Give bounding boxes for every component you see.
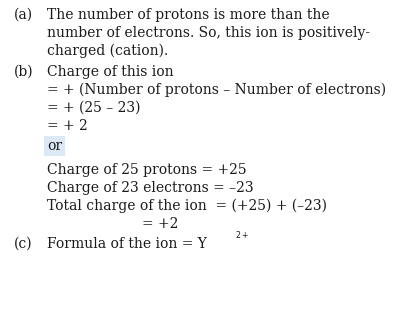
Text: or: or [47,139,62,153]
Text: $^{2+}$: $^{2+}$ [235,231,249,241]
Text: Charge of 25 protons = +25: Charge of 25 protons = +25 [47,163,247,177]
Text: = + (25 – 23): = + (25 – 23) [47,101,141,115]
Text: = + 2: = + 2 [47,119,88,133]
Text: (c): (c) [14,236,33,251]
Text: charged (cation).: charged (cation). [47,44,168,58]
Text: (b): (b) [14,65,34,79]
Text: The number of protons is more than the: The number of protons is more than the [47,8,330,22]
Text: Charge of this ion: Charge of this ion [47,65,174,79]
Text: (a): (a) [14,8,33,22]
Text: = +2: = +2 [142,217,178,231]
Text: Charge of 23 electrons = –23: Charge of 23 electrons = –23 [47,181,254,195]
Text: = + (Number of protons – Number of electrons): = + (Number of protons – Number of elect… [47,83,386,97]
Text: number of electrons. So, this ion is positively-: number of electrons. So, this ion is pos… [47,26,370,40]
Text: Formula of the ion = Y: Formula of the ion = Y [47,236,207,251]
Text: Total charge of the ion  = (+25) + (–23): Total charge of the ion = (+25) + (–23) [47,198,327,213]
